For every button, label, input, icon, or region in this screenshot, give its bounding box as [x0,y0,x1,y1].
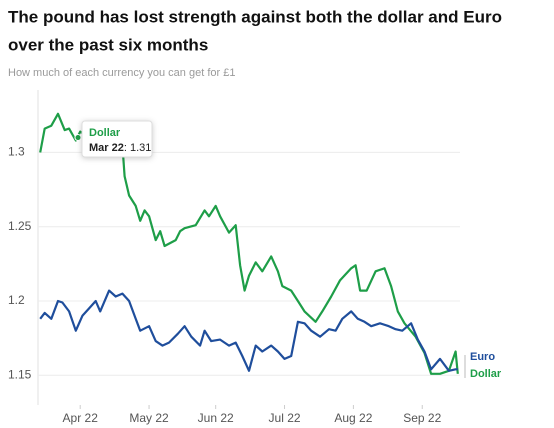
x-tick-label: May 22 [129,411,169,425]
series-label: Dollar [470,368,502,380]
chart-title: over the past six months [8,35,208,54]
tooltip: Dollar Mar 22: 1.31 [81,120,153,158]
tooltip-series: Dollar [89,127,121,139]
tooltip-box [81,120,153,158]
y-tick-label: 1.25 [8,219,32,233]
tooltip-marker [74,134,82,142]
x-tick-label: Aug 22 [334,411,372,425]
x-tick-label: Apr 22 [63,411,99,425]
x-tick-label: Jul 22 [269,411,301,425]
tooltip-value: 1.31 [130,142,151,154]
line [39,289,458,372]
y-tick-label: 1.3 [8,145,25,159]
tooltip-text: Mar 22: 1.31 [89,142,151,154]
series-label: Euro [470,351,495,363]
chart-subtitle: How much of each currency you can get fo… [8,67,235,79]
tooltip-date: Mar 22 [89,142,124,154]
x-tick-label: Jun 22 [198,411,234,425]
chart-title: The pound has lost strength against both… [8,7,502,26]
x-tick-label: Sep 22 [403,411,441,425]
y-tick-label: 1.2 [8,293,25,307]
y-tick-label: 1.15 [8,367,32,381]
